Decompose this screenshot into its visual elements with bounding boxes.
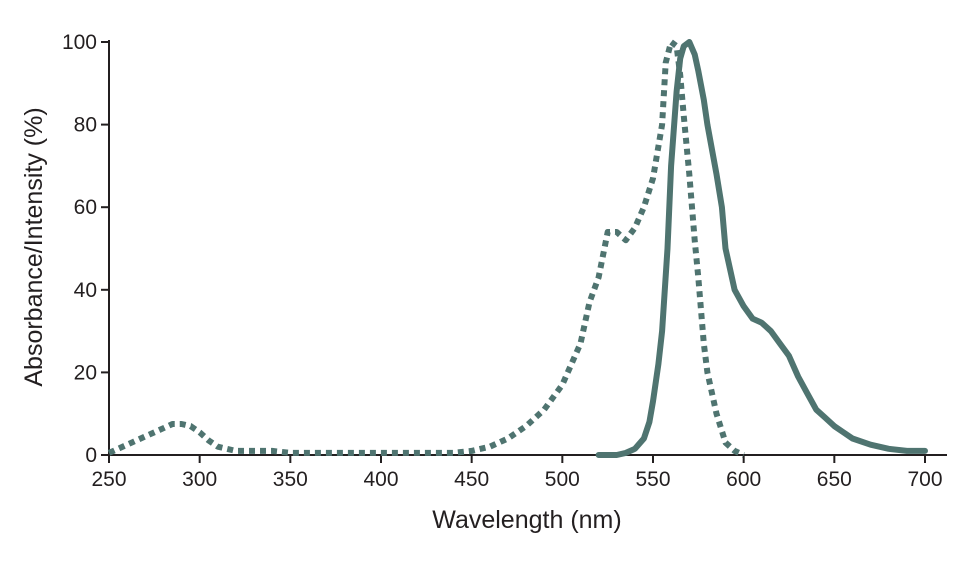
x-tick-label: 250: [91, 468, 126, 491]
x-axis-title: Wavelength (nm): [432, 506, 621, 534]
x-tick-label: 300: [182, 468, 217, 491]
plot-area: 0 20 40 60 80 100 250 300 350 400 450 500 550 600 650…: [62, 31, 947, 491]
x-ticks: 250 300 350 400 450 500 550 600 650 700: [91, 455, 943, 491]
x-tick-label: 450: [454, 468, 489, 491]
x-tick-label: 650: [817, 468, 852, 491]
series-group: [107, 39, 928, 458]
emission-series-line: [595, 39, 928, 458]
x-tick-label: 700: [907, 468, 942, 491]
x-tick-label: 400: [363, 468, 398, 491]
x-tick-label: 500: [545, 468, 580, 491]
y-tick-label: 80: [74, 114, 97, 137]
x-tick-label: 350: [273, 468, 308, 491]
absorbance-series-line: [107, 39, 745, 458]
y-tick-label: 0: [85, 444, 97, 467]
y-axis-title: Absorbance/Intensity (%): [20, 107, 48, 386]
y-tick-label: 100: [62, 31, 97, 54]
y-tick-label: 60: [74, 196, 97, 219]
x-tick-label: 550: [635, 468, 670, 491]
y-ticks: 0 20 40 60 80 100: [62, 31, 109, 467]
y-tick-label: 40: [74, 279, 97, 302]
y-tick-label: 20: [74, 361, 97, 384]
x-tick-label: 600: [726, 468, 761, 491]
